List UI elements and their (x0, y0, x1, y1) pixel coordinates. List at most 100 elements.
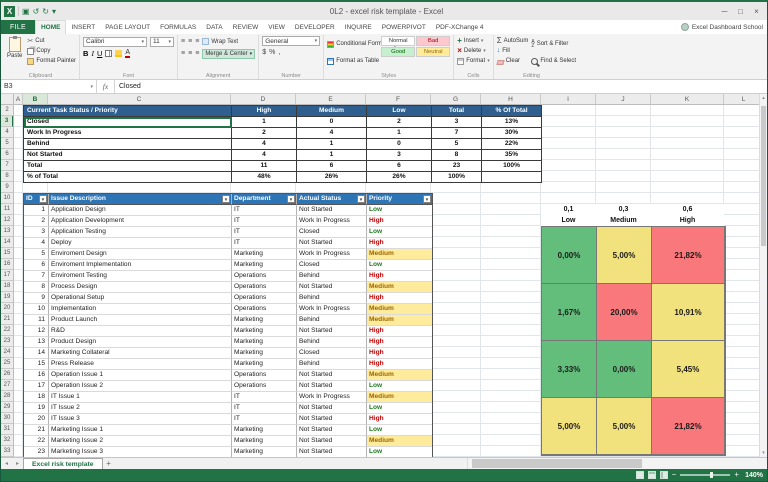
issue-department-cell[interactable]: Operations (232, 271, 297, 282)
issue-priority-cell[interactable]: High (367, 271, 432, 282)
row-header-30[interactable]: 30 (1, 413, 13, 424)
column-header-F[interactable]: F (366, 94, 431, 104)
issue-description-cell[interactable]: Marketing Issue 2 (49, 436, 232, 447)
issue-status-cell[interactable]: Work In Progress (297, 249, 367, 260)
matrix-cell[interactable]: 5,00% (597, 398, 652, 455)
issue-status-cell[interactable]: Not Started (297, 381, 367, 392)
autosum-button[interactable]: Σ AutoSum (496, 36, 529, 45)
find-select-button[interactable]: Find & Select (531, 53, 576, 69)
file-tab[interactable]: FILE (1, 20, 35, 34)
issue-description-cell[interactable]: Product Launch (49, 315, 232, 326)
summary-cell[interactable]: 22% (482, 139, 542, 150)
vertical-scrollbar[interactable]: ▴ ▾ (759, 94, 767, 457)
summary-cell[interactable]: 1 (297, 150, 367, 161)
issues-col-header[interactable]: Actual Status ▼ (297, 194, 367, 205)
zoom-in-icon[interactable]: + (734, 470, 739, 479)
issue-id-cell[interactable]: 1 (24, 205, 49, 216)
issue-description-cell[interactable]: IT Issue 2 (49, 403, 232, 414)
summary-cell[interactable]: 0 (367, 139, 432, 150)
column-header-C[interactable]: C (48, 94, 231, 104)
cell-style-neutral[interactable]: Neutral (416, 47, 451, 57)
issue-department-cell[interactable]: Marketing (232, 260, 297, 271)
issue-status-cell[interactable]: Not Started (297, 447, 367, 457)
summary-cell[interactable]: 3 (432, 117, 482, 128)
issue-description-cell[interactable]: Application Testing (49, 227, 232, 238)
align-left-icon[interactable]: ≡ (181, 50, 186, 57)
matrix-cell[interactable]: 21,82% (652, 398, 725, 455)
issue-status-cell[interactable]: Not Started (297, 282, 367, 293)
issue-priority-cell[interactable]: Medium (367, 436, 432, 447)
cell-style-good[interactable]: Good (381, 47, 416, 57)
issue-department-cell[interactable]: Operations (232, 293, 297, 304)
borders-icon[interactable] (105, 50, 113, 57)
formula-input[interactable]: Closed (119, 83, 141, 90)
issue-id-cell[interactable]: 13 (24, 337, 49, 348)
ribbon-tab-view[interactable]: VIEW (268, 23, 285, 31)
issue-description-cell[interactable]: IT Issue 1 (49, 392, 232, 403)
align-top-icon[interactable]: ≡ (181, 38, 186, 45)
align-center-icon[interactable]: ≡ (188, 50, 193, 57)
font-name-select[interactable]: Calibri ▾ (83, 36, 148, 47)
filter-dropdown-icon[interactable]: ▼ (357, 195, 365, 203)
insert-cells-button[interactable]: + Insert ▾ (457, 36, 484, 45)
zoom-out-icon[interactable]: − (671, 470, 677, 479)
matrix-cell[interactable]: 10,91% (652, 284, 725, 341)
font-size-select[interactable]: 11 ▾ (150, 36, 175, 47)
summary-cell[interactable]: 4 (297, 128, 367, 139)
zoom-level[interactable]: 140% (745, 471, 763, 479)
row-header-32[interactable]: 32 (1, 435, 13, 446)
issue-id-cell[interactable]: 5 (24, 249, 49, 260)
issue-description-cell[interactable]: Product Design (49, 337, 232, 348)
delete-cells-button[interactable]: × Delete ▾ (457, 46, 486, 55)
issue-status-cell[interactable]: Closed (297, 260, 367, 271)
issue-id-cell[interactable]: 9 (24, 293, 49, 304)
align-middle-icon[interactable]: ≡ (188, 38, 193, 45)
issue-priority-cell[interactable]: Low (367, 403, 432, 414)
filter-dropdown-icon[interactable]: ▼ (287, 195, 295, 203)
issue-department-cell[interactable]: Marketing (232, 249, 297, 260)
issue-status-cell[interactable]: Not Started (297, 370, 367, 381)
row-header-5[interactable]: 5 (1, 138, 13, 149)
issue-description-cell[interactable]: IT Issue 3 (49, 414, 232, 425)
normal-view-icon[interactable] (635, 471, 644, 479)
ribbon-tab-formulas[interactable]: FORMULAS (160, 23, 197, 31)
issue-department-cell[interactable]: Marketing (232, 359, 297, 370)
issue-id-cell[interactable]: 22 (24, 436, 49, 447)
column-header-K[interactable]: K (651, 94, 724, 104)
issue-description-cell[interactable]: R&D (49, 326, 232, 337)
summary-cell[interactable]: 0 (297, 117, 367, 128)
issues-col-header[interactable]: Priority ▼ (367, 194, 432, 205)
align-right-icon[interactable]: ≡ (195, 50, 200, 57)
issues-col-header[interactable]: Department ▼ (232, 194, 297, 205)
issue-department-cell[interactable]: IT (232, 205, 297, 216)
font-color-icon[interactable]: A (125, 49, 131, 58)
row-header-8[interactable]: 8 (1, 171, 13, 182)
issue-description-cell[interactable]: Operation Issue 2 (49, 381, 232, 392)
issue-id-cell[interactable]: 3 (24, 227, 49, 238)
filter-dropdown-icon[interactable]: ▼ (423, 195, 431, 203)
issues-col-header[interactable]: ID ▼ (24, 194, 49, 205)
row-header-27[interactable]: 27 (1, 380, 13, 391)
summary-row-label[interactable]: Total (24, 161, 232, 172)
summary-cell[interactable]: 100% (482, 161, 542, 172)
issue-department-cell[interactable]: Marketing (232, 337, 297, 348)
row-header-14[interactable]: 14 (1, 237, 13, 248)
percent-format-icon[interactable]: % (269, 49, 276, 56)
row-header-3[interactable]: 3 (1, 116, 13, 127)
format-as-table-button[interactable]: Format as Table (327, 53, 379, 69)
issue-department-cell[interactable]: Operations (232, 282, 297, 293)
issue-priority-cell[interactable]: Low (367, 381, 432, 392)
row-header-25[interactable]: 25 (1, 358, 13, 369)
format-cells-button[interactable]: Format ▾ (457, 56, 490, 66)
zoom-slider-thumb[interactable] (710, 472, 714, 478)
issue-priority-cell[interactable]: Low (367, 260, 432, 271)
filter-dropdown-icon[interactable]: ▼ (39, 195, 47, 203)
issue-id-cell[interactable]: 21 (24, 425, 49, 436)
issue-status-cell[interactable]: Work In Progress (297, 304, 367, 315)
column-header-J[interactable]: J (596, 94, 651, 104)
issue-department-cell[interactable]: IT (232, 238, 297, 249)
ribbon-tab-pdf-xchange-4[interactable]: PDF-XChange 4 (435, 23, 484, 31)
summary-cell[interactable]: 6 (297, 161, 367, 172)
issue-department-cell[interactable]: IT (232, 227, 297, 238)
